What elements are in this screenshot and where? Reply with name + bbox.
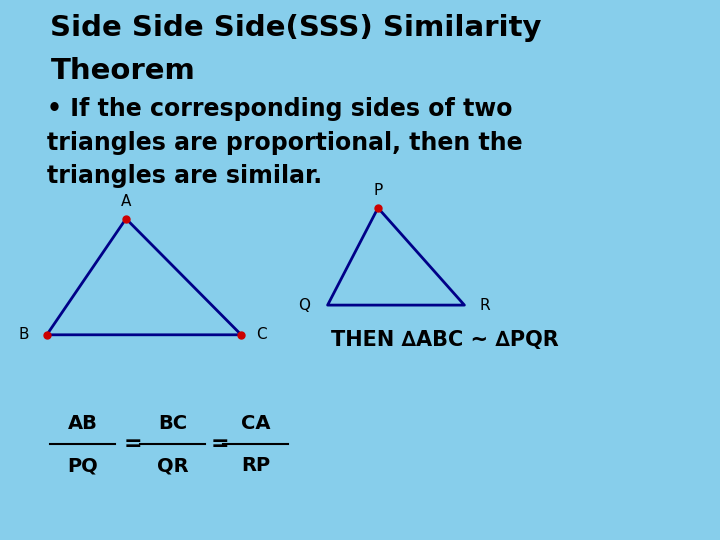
Text: Side Side Side(SSS) Similarity: Side Side Side(SSS) Similarity	[50, 14, 542, 42]
Text: Theorem: Theorem	[50, 57, 195, 85]
Text: Q: Q	[299, 298, 310, 313]
Text: C: C	[256, 327, 266, 342]
Text: =: =	[210, 434, 229, 454]
Text: • If the corresponding sides of two
triangles are proportional, then the
triangl: • If the corresponding sides of two tria…	[47, 97, 523, 188]
Text: PQ: PQ	[68, 456, 98, 475]
Text: A: A	[121, 194, 131, 209]
Text: B: B	[19, 327, 29, 342]
Text: BC: BC	[158, 414, 187, 433]
Text: AB: AB	[68, 414, 98, 433]
Text: R: R	[480, 298, 490, 313]
Text: P: P	[374, 183, 382, 198]
Text: =: =	[124, 434, 143, 454]
Text: THEN ∆ABC ~ ∆PQR: THEN ∆ABC ~ ∆PQR	[331, 330, 559, 350]
Text: RP: RP	[241, 456, 270, 475]
Text: QR: QR	[157, 456, 189, 475]
Text: CA: CA	[241, 414, 270, 433]
